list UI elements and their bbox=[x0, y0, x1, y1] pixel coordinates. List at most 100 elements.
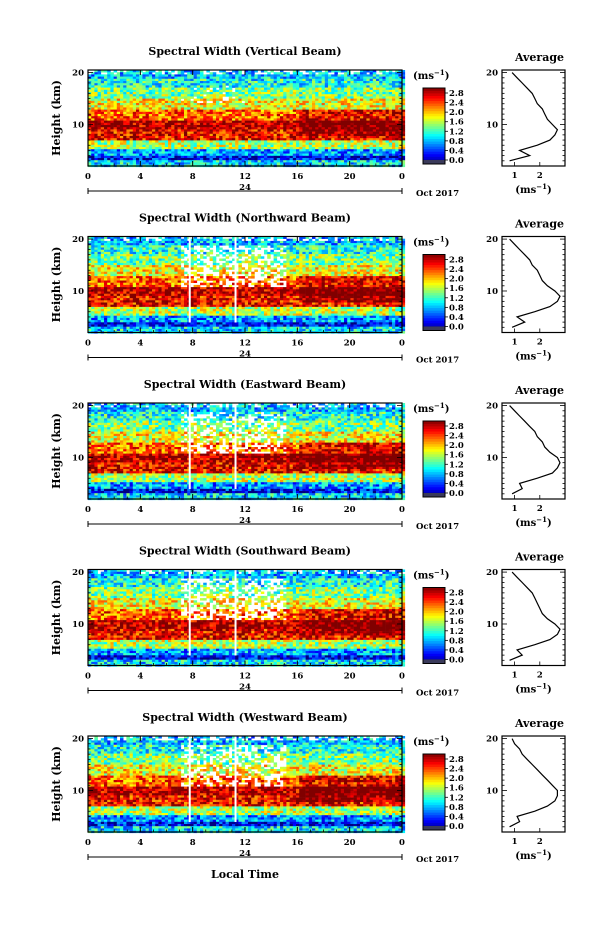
y-tick-label: 20 bbox=[72, 735, 84, 745]
x-tick-label: 16 bbox=[291, 838, 303, 848]
profile-frame bbox=[502, 736, 565, 832]
colorbar: 0.00.40.81.21.62.02.42.8(ms−1) bbox=[413, 734, 464, 832]
x-tick-label: 4 bbox=[137, 838, 143, 848]
profile-y-tick-label: 20 bbox=[486, 235, 498, 245]
colorbar-tick-label: 0.0 bbox=[449, 822, 464, 832]
day-label: 24 bbox=[239, 516, 251, 526]
day-label: 24 bbox=[239, 849, 251, 859]
panel-3: Spectral Width (Eastward Beam)0 4 8 12 16 20 0… bbox=[50, 378, 565, 532]
x-tick-label: 16 bbox=[291, 339, 303, 349]
panel-4: Spectral Width (Southward Beam)0 4 8 12 16 20… bbox=[50, 545, 565, 699]
colorbar-tick-label: 2.8 bbox=[449, 589, 464, 599]
profile-y-tick-label: 10 bbox=[486, 287, 498, 297]
colorbar-tick-label: 2.0 bbox=[449, 275, 464, 285]
colorbar-tick-label: 2.8 bbox=[449, 89, 464, 99]
x-tick-label: 12 bbox=[239, 505, 251, 515]
x-tick-label: 20 bbox=[344, 505, 356, 515]
profile-x-tick-label: 1 bbox=[512, 338, 518, 348]
profile-x-tick-label: 1 bbox=[512, 837, 518, 847]
x-axis-label: Local Time bbox=[211, 868, 279, 881]
profile-x-tick-label: 2 bbox=[537, 171, 543, 181]
x-tick-label: 0 bbox=[399, 672, 405, 682]
date-label: Oct 2017 bbox=[416, 855, 459, 865]
colorbar-tick-label: 1.6 bbox=[449, 451, 464, 461]
colorbar-tick-label: 1.6 bbox=[449, 784, 464, 794]
colorbar-unit-label: (ms−1) bbox=[413, 401, 449, 415]
colorbar-tick-label: 1.2 bbox=[449, 627, 464, 637]
average-profile: Average 10 20 1 2(ms−1) bbox=[486, 218, 565, 363]
panel-2: Spectral Width (Northward Beam)0 4 8 12 16 20… bbox=[50, 212, 565, 366]
x-tick-label: 0 bbox=[85, 505, 91, 515]
x-tick-label: 0 bbox=[399, 339, 405, 349]
y-tick-label: 10 bbox=[72, 287, 84, 297]
date-axis: 24 Oct 2017 bbox=[88, 849, 459, 865]
y-tick-label: 20 bbox=[72, 402, 84, 412]
profile-line bbox=[510, 572, 560, 660]
x-tick-label: 8 bbox=[190, 339, 196, 349]
date-label: Oct 2017 bbox=[416, 689, 459, 699]
date-axis: 24 Oct 2017 bbox=[88, 516, 459, 532]
profile-line bbox=[510, 73, 558, 161]
x-tick-label: 20 bbox=[344, 672, 356, 682]
profile-x-tick-label: 1 bbox=[512, 671, 518, 681]
profile-unit-label: (ms−1) bbox=[515, 182, 551, 196]
profile-frame bbox=[502, 403, 565, 499]
panel-title: Spectral Width (Vertical Beam) bbox=[148, 45, 341, 58]
colorbar-tick-label: 1.6 bbox=[449, 617, 464, 627]
x-tick-label: 4 bbox=[137, 172, 143, 182]
x-tick-label: 12 bbox=[239, 672, 251, 682]
y-tick-label: 10 bbox=[72, 786, 84, 796]
y-tick-label: 20 bbox=[72, 568, 84, 578]
x-tick-label: 0 bbox=[399, 172, 405, 182]
x-tick-label: 0 bbox=[85, 172, 91, 182]
colorbar-tick-label: 0.4 bbox=[449, 479, 464, 489]
y-axis-label: Height (km) bbox=[50, 413, 63, 489]
x-tick-label: 4 bbox=[137, 339, 143, 349]
profile-frame bbox=[502, 70, 565, 166]
x-tick-label: 0 bbox=[85, 672, 91, 682]
x-tick-label: 16 bbox=[291, 505, 303, 515]
colorbar-tick-label: 1.6 bbox=[449, 118, 464, 128]
y-tick-label: 10 bbox=[72, 620, 84, 630]
profile-x-tick-label: 2 bbox=[537, 338, 543, 348]
x-tick-label: 8 bbox=[190, 505, 196, 515]
colorbar-tick-label: 2.0 bbox=[449, 774, 464, 784]
heatmap bbox=[88, 403, 405, 500]
colorbar-tick-label: 2.0 bbox=[449, 608, 464, 618]
panel-title: Spectral Width (Westward Beam) bbox=[142, 711, 347, 724]
profile-title: Average bbox=[514, 218, 564, 231]
x-tick-label: 12 bbox=[239, 172, 251, 182]
x-tick-label: 8 bbox=[190, 172, 196, 182]
colorbar-unit-label: (ms−1) bbox=[413, 734, 449, 748]
colorbar-tick-label: 0.8 bbox=[449, 636, 464, 646]
colorbar-tick-label: 0.8 bbox=[449, 470, 464, 480]
x-tick-label: 20 bbox=[344, 172, 356, 182]
heatmap bbox=[88, 70, 405, 167]
panel-title: Spectral Width (Southward Beam) bbox=[139, 545, 351, 558]
profile-x-tick-label: 1 bbox=[512, 504, 518, 514]
x-tick-label: 0 bbox=[85, 838, 91, 848]
profile-x-tick-label: 2 bbox=[537, 504, 543, 514]
profile-unit-label: (ms−1) bbox=[515, 349, 551, 363]
date-label: Oct 2017 bbox=[416, 522, 459, 532]
profile-x-tick-label: 2 bbox=[537, 671, 543, 681]
profile-line bbox=[510, 406, 560, 494]
y-tick-label: 10 bbox=[72, 120, 84, 130]
colorbar-tick-label: 2.4 bbox=[449, 765, 464, 775]
x-tick-label: 8 bbox=[190, 672, 196, 682]
colorbar-tick-label: 2.4 bbox=[449, 432, 464, 442]
y-axis-label: Height (km) bbox=[50, 80, 63, 156]
colorbar-tick-label: 0.0 bbox=[449, 323, 464, 333]
colorbar-unit-label: (ms−1) bbox=[413, 235, 449, 249]
figure: Spectral Width (Vertical Beam)0 4 8 12 16 20 0… bbox=[0, 0, 616, 929]
colorbar: 0.00.40.81.21.62.02.42.8(ms−1) bbox=[413, 568, 464, 666]
colorbar-tick-label: 2.8 bbox=[449, 422, 464, 432]
colorbar-tick-label: 0.4 bbox=[449, 812, 464, 822]
colorbar-tick-label: 2.0 bbox=[449, 441, 464, 451]
colorbar-unit-label: (ms−1) bbox=[413, 568, 449, 582]
colorbar-tick-label: 0.8 bbox=[449, 803, 464, 813]
colorbar-tick-label: 0.0 bbox=[449, 156, 464, 166]
